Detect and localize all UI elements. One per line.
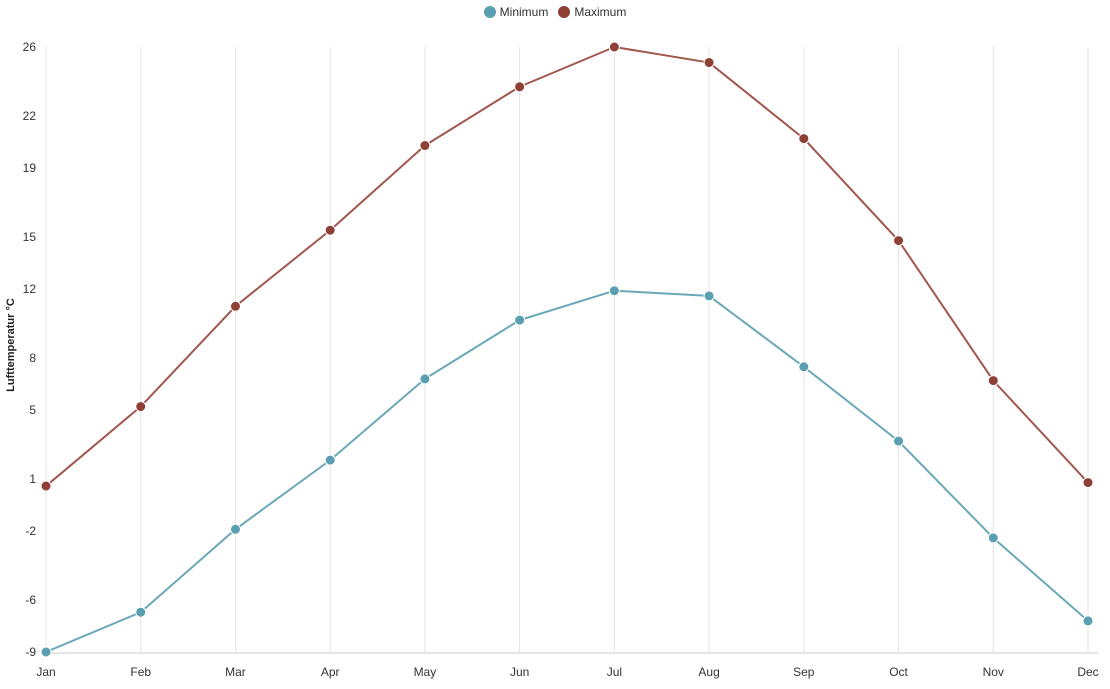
y-tick-label: 19	[23, 161, 37, 175]
data-point-minimum[interactable]	[514, 314, 526, 326]
data-point-minimum[interactable]	[608, 285, 620, 297]
x-tick-label: Aug	[698, 665, 719, 679]
x-tick-label: Jun	[510, 665, 529, 679]
data-point-maximum[interactable]	[987, 375, 999, 387]
y-axis-title: Lufttemperatur °C	[5, 298, 17, 392]
y-tick-label: 26	[23, 40, 37, 54]
legend-label-minimum: Minimum	[499, 5, 549, 19]
series-maximum	[40, 41, 1094, 492]
x-tick-label: Dec	[1077, 665, 1098, 679]
legend-label-maximum: Maximum	[574, 5, 627, 19]
x-tick-label: Apr	[321, 665, 340, 679]
x-tick-label: May	[414, 665, 437, 679]
x-tick-label: Feb	[130, 665, 151, 679]
data-point-minimum[interactable]	[703, 290, 715, 302]
data-point-maximum[interactable]	[798, 133, 810, 145]
circle-marker-icon	[558, 6, 571, 18]
x-axis: Jan Feb Mar Apr May Jun Jul Aug Sep Oct Nov Dec	[36, 652, 1099, 679]
y-tick-label: 15	[23, 230, 37, 244]
legend-item-maximum[interactable]: Maximum	[558, 5, 626, 19]
data-point-maximum[interactable]	[1082, 477, 1094, 489]
y-tick-label: 8	[29, 351, 36, 365]
data-point-maximum[interactable]	[893, 235, 905, 247]
data-point-minimum[interactable]	[135, 606, 147, 618]
data-point-maximum[interactable]	[419, 140, 431, 152]
y-tick-label: 5	[29, 403, 36, 417]
y-tick-label: 12	[23, 282, 37, 296]
legend: Minimum Maximum	[0, 5, 1110, 19]
x-tick-label: Jul	[607, 665, 622, 679]
data-point-minimum[interactable]	[987, 532, 999, 544]
x-tick-label: Nov	[983, 665, 1004, 679]
data-point-minimum[interactable]	[40, 646, 52, 658]
data-point-maximum[interactable]	[703, 57, 715, 69]
x-tick-label: Mar	[225, 665, 246, 679]
circle-marker-icon	[483, 6, 496, 18]
series-line-maximum	[45, 46, 1089, 487]
y-tick-label: -2	[25, 524, 36, 538]
y-tick-label: -9	[25, 645, 36, 659]
grid-lines	[45, 47, 1089, 652]
data-point-minimum[interactable]	[324, 454, 336, 466]
series-lines	[40, 41, 1094, 658]
data-point-minimum[interactable]	[1082, 615, 1094, 627]
data-point-minimum[interactable]	[798, 361, 810, 373]
data-point-minimum[interactable]	[229, 523, 241, 535]
data-point-minimum[interactable]	[419, 373, 431, 385]
data-point-maximum[interactable]	[514, 81, 526, 93]
y-tick-label: 22	[23, 109, 37, 123]
data-point-maximum[interactable]	[40, 480, 52, 492]
x-tick-label: Jan	[36, 665, 55, 679]
data-point-maximum[interactable]	[229, 300, 241, 312]
x-tick-label: Sep	[793, 665, 815, 679]
x-tick-label: Oct	[889, 665, 908, 679]
series-minimum	[40, 285, 1094, 658]
series-line-minimum	[45, 289, 1089, 653]
legend-item-minimum[interactable]: Minimum	[483, 5, 549, 19]
data-point-minimum[interactable]	[893, 435, 905, 447]
data-point-maximum[interactable]	[608, 41, 620, 53]
data-point-maximum[interactable]	[135, 401, 147, 413]
y-tick-label: -6	[25, 593, 36, 607]
y-tick-label: 1	[29, 472, 36, 486]
data-point-maximum[interactable]	[324, 224, 336, 236]
